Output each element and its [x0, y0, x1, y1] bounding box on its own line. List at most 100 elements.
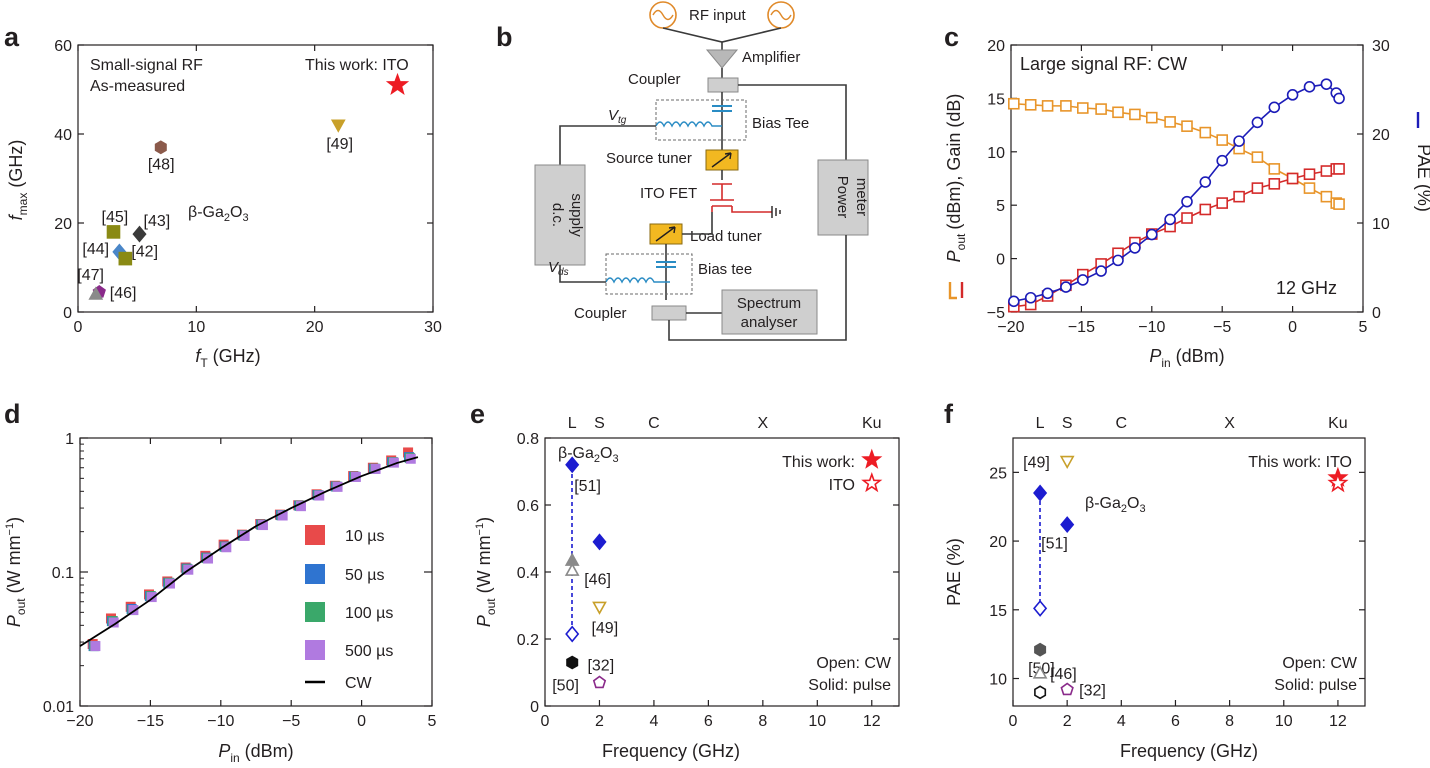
power-meter-wire — [738, 84, 847, 160]
panel-f-point: 9 — [1034, 685, 1047, 700]
panel-e-point: 0.665 — [861, 472, 883, 493]
panel-c-ytick-label: −5 — [987, 305, 1005, 322]
panel-d-legend: 10 µs 50 µs 100 µs 500 µs CW — [305, 525, 393, 692]
panel-e-point: 0.405 — [564, 562, 580, 576]
panel-c-ytick-label: 20 — [987, 38, 1005, 55]
panel-e-point: 0.49 — [592, 533, 607, 551]
panel-f-xtick-label: 6 — [1171, 713, 1180, 730]
panel-d-point-3 — [128, 605, 139, 616]
ito-fet-label: ITO FET — [640, 185, 697, 202]
panel-a-annotation-line2: As-measured — [90, 78, 185, 95]
panel-a-point-label: [47] — [77, 267, 104, 284]
panel-e-band-label: S — [594, 415, 605, 432]
dc-supply-label-2: supply — [568, 193, 585, 237]
panel-d-legend-label-0: 10 µs — [345, 528, 384, 545]
panel-d-legend-label-2: 100 µs — [345, 605, 393, 622]
panel-c-series-0-point: 14 — [1095, 103, 1107, 115]
panel-c-series-2-point: 19.2 — [1233, 135, 1245, 147]
dc-supply-wire-bottom — [559, 265, 606, 283]
panel-c-series-1-point: 4.6 — [1199, 203, 1212, 216]
bias-tee-top-label: Bias Tee — [752, 115, 809, 132]
dc-supply-label-1: d.c. — [549, 203, 566, 227]
panel-c-series-1-point: 6.6 — [1251, 182, 1264, 194]
panel-c-series-2-point: 25.6 — [1320, 78, 1333, 90]
panel-f-band-label: L — [1036, 415, 1045, 432]
panel-c-series-1-point: 8.2 — [1320, 165, 1333, 177]
panel-a-xtick-label: 20 — [306, 319, 324, 336]
panel-d-xtick-label: −5 — [282, 713, 300, 730]
panel-d-point-3 — [257, 520, 268, 531]
rf-input-label: RF input — [689, 7, 747, 24]
panel-d-legend-swatch-3 — [305, 640, 325, 660]
panel-c-series-2-point: 25.3 — [1303, 81, 1316, 93]
bias-tee-bottom-box — [605, 253, 693, 295]
panel-c-series-0-point: 14.4 — [1024, 99, 1037, 111]
panel-d-point-3 — [295, 501, 306, 512]
panel-c-ytick-right-label: 20 — [1372, 127, 1390, 144]
panel-c-series-0-point: 12.8 — [1164, 116, 1176, 128]
panel-e-point: 0.735 — [861, 448, 883, 469]
panel-f-legend-solid: Solid: pulse — [1274, 677, 1357, 694]
panel-c-ytick-label: 10 — [987, 145, 1005, 162]
panel-e-xtick-label: 6 — [704, 713, 713, 730]
panel-a-annotation-thiswork: This work: ITO — [305, 57, 409, 74]
panel-c-ylabel-right: PAE (%) — [1414, 144, 1430, 212]
source-tuner-label: Source tuner — [606, 150, 692, 167]
panel-e-legend-solid: Solid: pulse — [808, 677, 891, 694]
load-tuner-label: Load tuner — [690, 228, 762, 245]
panel-c-series-0-point: 8.4 — [1268, 163, 1281, 175]
panel-e-ylabel: Pout (W mm−1) — [474, 517, 498, 627]
panel-c-series-0-point: 14.1 — [1077, 102, 1089, 114]
panel-e-point: [50] — [566, 655, 579, 670]
panel-e-ytick-label: 0.4 — [517, 565, 539, 582]
panel-d-ytick-label: 1 — [65, 431, 74, 448]
panel-a-point-label: [43] — [144, 213, 171, 230]
coupler-top-label: Coupler — [628, 71, 681, 88]
panel-e-point-label: [32] — [587, 658, 614, 675]
panel-e-material-label: β-Ga2O3 — [558, 445, 619, 465]
panel-c-series-1-point: 7 — [1268, 178, 1281, 190]
main-wire-bottom — [665, 224, 713, 300]
panel-c-series-2-point: 8.7 — [1146, 228, 1158, 241]
panel-a-ytick-label: 40 — [54, 127, 72, 144]
panel-e-band-label: L — [568, 415, 577, 432]
panel-c-series-0-point: 12.4 — [1181, 120, 1193, 132]
panel-c-series-0-point: 11.1 — [1216, 134, 1228, 146]
panel-c-ytick-label: 5 — [996, 198, 1005, 215]
panel-a-point-label: [44] — [82, 241, 109, 258]
panel-f-points: [49][49]23.5[51][51]15.1[50][50][46][46]… — [1023, 454, 1349, 700]
panel-f-label: f — [944, 399, 954, 429]
panel-c-xtick-label: −20 — [997, 319, 1024, 336]
panel-c-frequency-label: 12 GHz — [1276, 278, 1337, 298]
panel-c-series-1-point: 5.2 — [1216, 197, 1228, 209]
panel-d-xlabel: Pin (dBm) — [218, 741, 293, 765]
panel-d-ytick-label: 0.1 — [52, 565, 74, 582]
panel-c-ytick-label: 15 — [987, 91, 1005, 108]
panel-e-point-label: [49] — [591, 620, 618, 637]
panel-f-ytick-label: 10 — [989, 672, 1007, 689]
panel-c-series-2-point: 17 — [1216, 154, 1228, 167]
panel-a: a 0 10 20 30 0 20 40 60 This work: ITO [49] [49] [… — [4, 22, 442, 370]
panel-c-series-line-0 — [1013, 102, 1340, 205]
panel-a-point-label: [46] — [110, 285, 137, 302]
panel-c-series-2-point: 10.4 — [1164, 213, 1176, 226]
spectrum-label-2: analyser — [741, 314, 798, 331]
panel-f-point: [49] — [1059, 455, 1075, 470]
panel-d-point-3 — [90, 641, 101, 652]
panel-f-frame — [1012, 437, 1366, 707]
panel-d-series — [79, 447, 419, 652]
panel-e-legend-open: Open: CW — [816, 655, 892, 672]
panel-d-xtick-label: −10 — [207, 713, 234, 730]
panel-d-point-3 — [221, 542, 232, 553]
panel-f-xtick-label: 10 — [1275, 713, 1293, 730]
panel-f-band-label: Ku — [1328, 415, 1348, 432]
panel-d-xtick-label: −15 — [137, 713, 164, 730]
panel-e-label: e — [470, 399, 485, 429]
panel-e-point-label: [50] — [552, 677, 579, 694]
return-wire — [668, 235, 847, 341]
panel-e-legend-ito: ITO — [829, 477, 855, 494]
ito-fet-icon — [710, 183, 772, 213]
vtg-label: Vtg — [608, 107, 627, 126]
panel-a-point: [43] — [132, 225, 147, 243]
panel-a-xtick-label: 10 — [187, 319, 205, 336]
